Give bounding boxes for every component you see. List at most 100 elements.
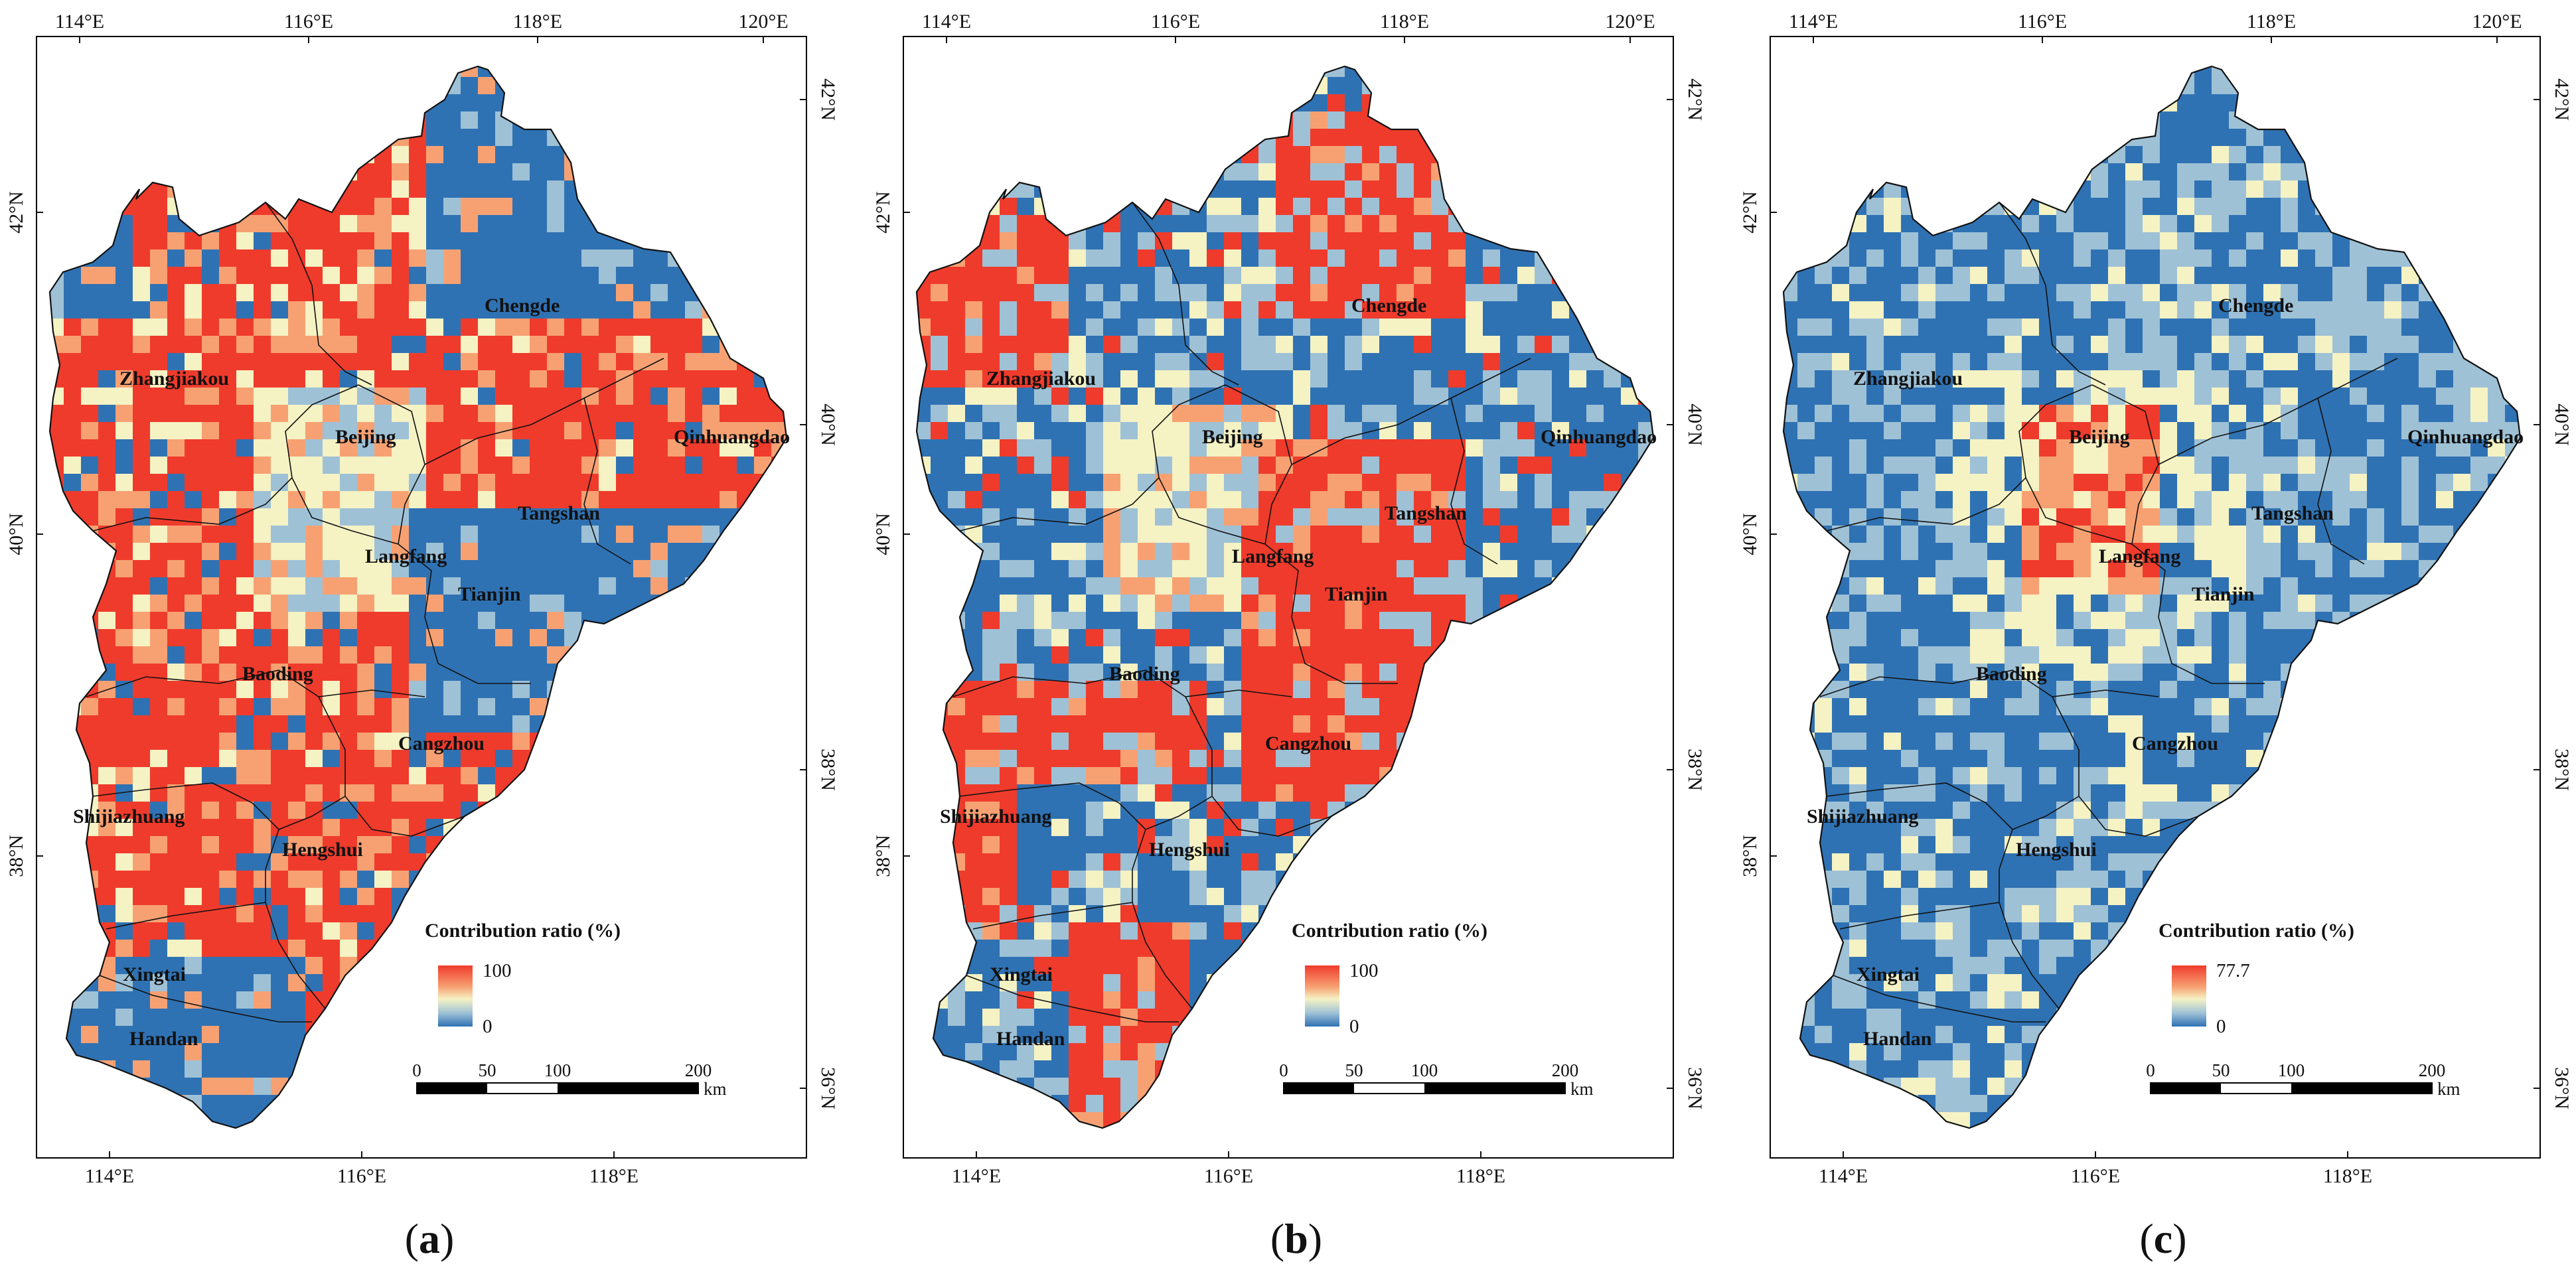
top-tick-label: 120°E xyxy=(1605,11,1655,33)
city-label: Beijing xyxy=(335,426,396,448)
prefecture-boundary xyxy=(2025,477,2133,545)
scale-bar-label: 200 xyxy=(2419,1060,2446,1080)
right-tick-label: 40°N xyxy=(1684,403,1706,446)
prefecture-boundary xyxy=(265,902,326,1009)
prefecture-boundary xyxy=(1450,397,1498,565)
top-tick-label: 114°E xyxy=(1789,11,1838,33)
bottom-tick-label: 114°E xyxy=(85,1165,134,1187)
prefecture-boundary xyxy=(92,782,346,830)
panel-caption: (a) xyxy=(405,1215,455,1262)
prefecture-boundary xyxy=(2052,696,2199,837)
region-boundary xyxy=(1782,65,2522,1129)
map-panel-a: 114°E 116°E 118°E 120°E 114°E 116°E 118°E 42°N 4… xyxy=(5,11,839,1262)
scale-bar-label: 100 xyxy=(2278,1060,2305,1080)
prefecture-boundary xyxy=(583,397,631,565)
city-label: Cangzhou xyxy=(2132,733,2218,754)
prefecture-boundary xyxy=(959,782,1213,830)
prefecture-boundary xyxy=(92,384,359,532)
top-tick-label: 118°E xyxy=(1380,11,1429,33)
legend-min-label: 0 xyxy=(483,1016,492,1037)
city-label: Hengshui xyxy=(2016,839,2097,861)
city-label: Tangshan xyxy=(2251,502,2334,524)
scale-bar-label: 100 xyxy=(1411,1060,1438,1080)
city-label: Qinhuangdao xyxy=(674,426,790,448)
city-label: Cangzhou xyxy=(1265,733,1351,754)
city-label: Tangshan xyxy=(518,502,600,524)
city-label: Baoding xyxy=(1109,663,1180,685)
city-label: Xingtai xyxy=(990,963,1053,985)
prefecture-boundary xyxy=(1999,902,2060,1009)
scale-bar-label: 200 xyxy=(685,1060,712,1080)
right-tick-label: 36°N xyxy=(2551,1067,2573,1109)
city-label: Handan xyxy=(1863,1028,1932,1050)
city-label: Beijing xyxy=(2069,426,2130,448)
legend-color-ramp xyxy=(2172,965,2206,1027)
prefecture-boundary xyxy=(1826,782,2080,830)
prefecture-boundary xyxy=(86,670,425,697)
region-boundary xyxy=(48,65,788,1129)
left-tick-label: 42°N xyxy=(5,191,27,234)
prefecture-boundary xyxy=(1839,829,2013,930)
top-tick-label: 114°E xyxy=(922,11,971,33)
city-label: Hengshui xyxy=(282,839,363,861)
prefecture-boundary xyxy=(1158,477,1266,545)
left-tick-label: 40°N xyxy=(1739,513,1761,555)
city-label: Xingtai xyxy=(1856,963,1920,985)
city-label: Cangzhou xyxy=(398,733,485,754)
top-tick-label: 120°E xyxy=(2472,11,2522,33)
city-label: Chengde xyxy=(1351,295,1426,317)
city-label: Chengde xyxy=(485,295,560,317)
prefecture-boundary xyxy=(966,975,1179,1023)
region-boundary xyxy=(915,65,1655,1129)
prefecture-boundary xyxy=(2158,358,2398,465)
legend-color-ramp xyxy=(1305,965,1339,1027)
city-label: Langfang xyxy=(1232,545,1314,567)
prefecture-boundary xyxy=(265,202,372,386)
city-label: Hengshui xyxy=(1149,839,1230,861)
legend-max-label: 100 xyxy=(1349,960,1379,981)
scale-bar-label: 0 xyxy=(412,1060,421,1080)
prefecture-boundary xyxy=(1132,202,1239,386)
contribution-raster xyxy=(917,66,1653,1128)
prefecture-boundary xyxy=(959,384,1226,532)
prefecture-boundary xyxy=(1819,670,2159,697)
top-tick-label: 116°E xyxy=(284,11,333,33)
prefecture-boundary xyxy=(2317,397,2365,565)
prefecture-boundary xyxy=(1132,902,1193,1009)
right-tick-label: 38°N xyxy=(2551,748,2573,791)
left-tick-label: 38°N xyxy=(5,835,27,877)
contribution-raster xyxy=(1783,66,2520,1128)
prefecture-boundary xyxy=(1833,975,2046,1023)
left-tick-label: 40°N xyxy=(5,513,27,555)
right-tick-label: 38°N xyxy=(817,748,839,791)
city-label: Tianjin xyxy=(458,583,521,605)
prefecture-boundary xyxy=(424,358,664,465)
scale-bar-unit: km xyxy=(704,1079,727,1099)
bottom-tick-label: 114°E xyxy=(1819,1165,1868,1187)
bottom-tick-label: 114°E xyxy=(952,1165,1001,1187)
top-tick-label: 118°E xyxy=(2247,11,2296,33)
left-tick-label: 40°N xyxy=(872,513,894,555)
city-label: Shijiazhuang xyxy=(940,806,1051,827)
prefecture-boundary xyxy=(318,696,465,837)
right-tick-label: 42°N xyxy=(1684,78,1706,121)
map-panel-b: 114°E 116°E 118°E 120°E 114°E 116°E 118°E 42°N 4… xyxy=(872,11,1706,1262)
panel-caption: (b) xyxy=(1270,1215,1322,1262)
prefecture-boundary xyxy=(972,829,1146,930)
city-label: Zhangjiakou xyxy=(119,368,229,390)
prefecture-boundary xyxy=(106,829,279,930)
city-label: Baoding xyxy=(242,663,313,685)
prefecture-boundary xyxy=(952,670,1292,697)
prefecture-boundary xyxy=(2131,543,2265,684)
top-tick-label: 114°E xyxy=(55,11,104,33)
right-tick-label: 40°N xyxy=(2551,403,2573,446)
city-label: Xingtai xyxy=(123,963,186,985)
right-tick-label: 42°N xyxy=(2551,78,2573,121)
legend-max-label: 100 xyxy=(483,960,512,981)
bottom-tick-label: 116°E xyxy=(1204,1165,1253,1187)
city-label: Shijiazhuang xyxy=(73,806,185,827)
city-label: Handan xyxy=(996,1028,1065,1050)
top-tick-label: 120°E xyxy=(738,11,788,33)
legend-min-label: 0 xyxy=(1349,1016,1359,1037)
